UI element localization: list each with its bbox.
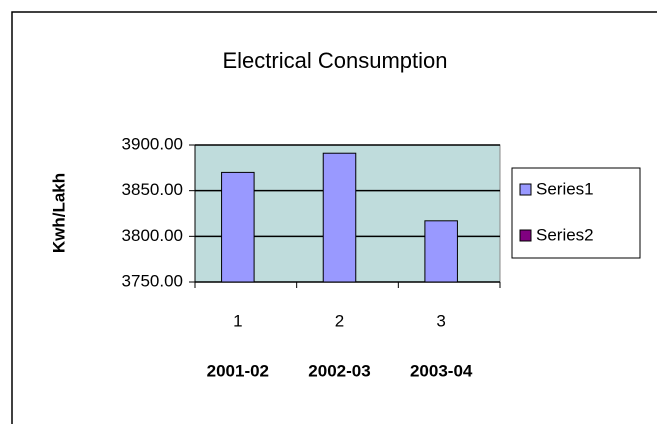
y-axis-label: Kwh/Lakh — [49, 173, 68, 253]
x-subcategory-label: 2003-04 — [410, 361, 473, 380]
x-subcategory-label: 2002-03 — [308, 361, 370, 380]
bar — [322, 152, 357, 283]
legend-label: Series1 — [536, 179, 594, 198]
y-tick-label: 3850.00 — [122, 180, 183, 199]
bar — [221, 171, 255, 283]
legend-label: Series2 — [536, 225, 594, 244]
x-tick-label: 3 — [436, 311, 445, 330]
x-tick-label: 2 — [335, 311, 344, 330]
legend-box — [511, 167, 641, 259]
legend-swatch — [519, 183, 532, 196]
y-tick-label: 3900.00 — [122, 134, 183, 153]
legend-swatch — [519, 229, 532, 242]
bar — [424, 220, 458, 283]
x-subcategory-label: 2001-02 — [207, 361, 269, 380]
y-tick-label: 3750.00 — [122, 271, 183, 290]
x-tick-label: 1 — [233, 311, 242, 330]
chart-title: Electrical Consumption — [223, 48, 448, 73]
y-tick-label: 3800.00 — [122, 226, 183, 245]
